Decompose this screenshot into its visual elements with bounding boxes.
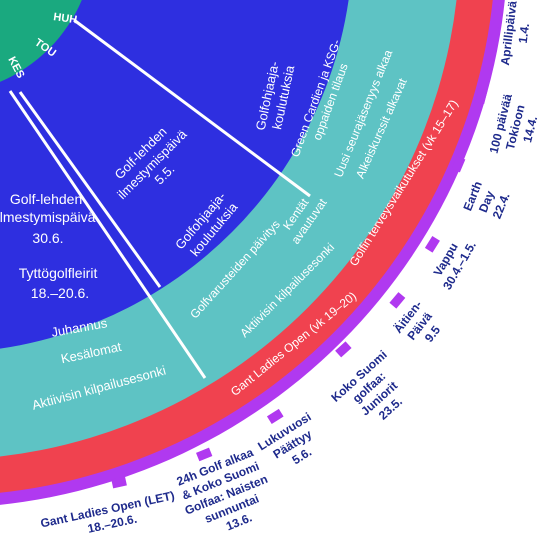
event-koko-suomi-juniorit: Koko Suomi golfaa: Juniorit 23.5. — [328, 345, 422, 438]
tick-koko-suomi-juniorit — [335, 341, 352, 358]
tick-earth-day — [451, 155, 466, 173]
season-label-huh: HUH — [53, 11, 78, 26]
season-center-ring — [0, 0, 82, 82]
tick-aprillipaiva — [488, 26, 499, 42]
june-item-tyttogolfleirit: Tyttögolfleirit 18.–20.6. — [19, 265, 101, 301]
tick-vappu — [424, 235, 440, 253]
months-blue-band — [0, 0, 349, 349]
outer-ticks — [111, 26, 499, 489]
tick-24h-golf — [196, 447, 213, 462]
divider-june-july — [8, 90, 207, 379]
tick-gant-ladies-let — [111, 476, 127, 489]
event-100-paivaa-tokioon: 100 päivää Tokioon 14.4. — [487, 89, 545, 162]
event-lukuvuosi: Lukuvuosi Päättyy 5.6. — [255, 408, 332, 479]
tick-100-paivaa — [475, 88, 488, 105]
event-earth-day: Earth Day 22.4. — [460, 176, 514, 224]
tick-lukuvuosi — [266, 408, 284, 424]
event-gant-ladies-open-let: Gant Ladies Open (LET) 18.–20.6. — [39, 488, 182, 541]
tick-aitienpaiva — [389, 292, 406, 309]
june-item-golf-lehden: Golf-lehden ilmestymispäivä 30.6. — [0, 191, 99, 246]
event-24h-golf: 24h Golf alkaa & Koko Suomi Golfaa: Nais… — [172, 443, 284, 541]
divider-may-june — [18, 91, 162, 288]
divider-april-may — [73, 18, 311, 198]
month-dividers — [8, 18, 311, 379]
